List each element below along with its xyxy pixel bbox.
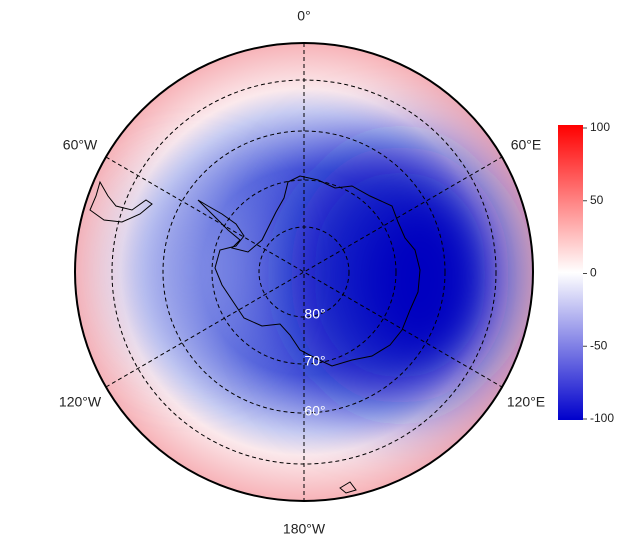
island — [339, 481, 357, 494]
colorbar-tick-label: -100 — [590, 411, 614, 425]
lon-label: 60°E — [511, 137, 542, 153]
lat-label: 70° — [304, 353, 325, 369]
lon-label: 120°E — [507, 394, 545, 410]
lon-label: 120°W — [59, 394, 102, 410]
lat-label: 60° — [304, 403, 325, 419]
colorbar — [558, 125, 583, 420]
coastline-south-america — [89, 180, 153, 223]
lat-label: 80° — [304, 306, 325, 322]
coastline — [197, 175, 421, 367]
colorbar-tick-label: 100 — [590, 120, 610, 134]
colorbar-tick-label: 50 — [590, 193, 604, 207]
colorbar-tick-label: -50 — [590, 338, 608, 352]
lon-label: 60°W — [63, 137, 98, 153]
map-boundary — [74, 42, 534, 502]
colorbar-tick-label: 0 — [590, 266, 597, 280]
lon-label: 0° — [297, 8, 310, 24]
lon-label: 180°W — [283, 521, 326, 537]
graticule — [105, 43, 503, 501]
